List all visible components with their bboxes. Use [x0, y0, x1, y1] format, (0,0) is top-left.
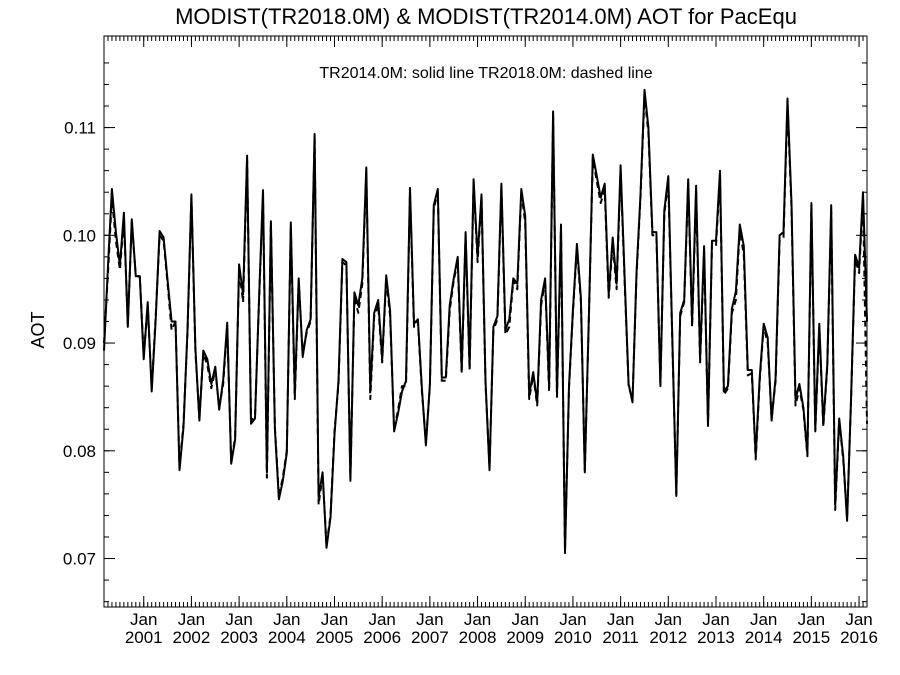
x-tick-month-label: Jan: [130, 610, 157, 629]
x-tick-month-label: Jan: [512, 610, 539, 629]
x-tick-year-label: 2003: [220, 628, 258, 647]
x-tick-month-label: Jan: [655, 610, 682, 629]
x-tick-month-label: Jan: [225, 610, 252, 629]
x-tick-month-label: Jan: [607, 610, 634, 629]
x-tick-month-label: Jan: [321, 610, 348, 629]
y-tick-label: 0.10: [63, 226, 96, 245]
x-tick-year-label: 2014: [745, 628, 783, 647]
y-tick-label: 0.11: [64, 119, 96, 138]
x-tick-month-label: Jan: [845, 610, 872, 629]
x-tick-year-label: 2012: [649, 628, 687, 647]
x-tick-year-label: 2001: [125, 628, 163, 647]
x-tick-year-label: 2004: [268, 628, 306, 647]
x-tick-month-label: Jan: [559, 610, 586, 629]
x-tick-month-label: Jan: [750, 610, 777, 629]
plot-frame: [103, 35, 868, 608]
x-tick-year-label: 2016: [840, 628, 878, 647]
x-tick-month-label: Jan: [416, 610, 443, 629]
y-tick-label: 0.08: [63, 442, 96, 461]
x-tick-year-label: 2005: [316, 628, 354, 647]
y-tick-label: 0.09: [63, 334, 96, 353]
y-axis-label: AOT: [28, 311, 48, 348]
x-tick-year-label: 2013: [697, 628, 735, 647]
series-legend-annotation: TR2014.0M: solid line TR2018.0M: dashed …: [319, 65, 652, 82]
x-tick-month-label: Jan: [273, 610, 300, 629]
x-tick-year-label: 2007: [411, 628, 449, 647]
x-tick-year-label: 2002: [173, 628, 211, 647]
x-tick-month-label: Jan: [702, 610, 729, 629]
x-tick-month-label: Jan: [464, 610, 491, 629]
x-tick-month-label: Jan: [798, 610, 825, 629]
series-line-tr2018-0m: [103, 94, 868, 551]
x-tick-year-label: 2006: [363, 628, 401, 647]
plot-area: 0.070.080.090.100.11Jan2001Jan2002Jan200…: [63, 35, 878, 647]
x-tick-year-label: 2009: [506, 628, 544, 647]
series-line-tr2014-0m: [103, 88, 868, 555]
chart-title: MODIST(TR2018.0M) & MODIST(TR2014.0M) AO…: [175, 4, 797, 29]
x-tick-year-label: 2008: [459, 628, 497, 647]
y-tick-label: 0.07: [63, 550, 96, 569]
x-tick-month-label: Jan: [178, 610, 205, 629]
x-tick-year-label: 2015: [792, 628, 830, 647]
x-tick-year-label: 2010: [554, 628, 592, 647]
x-tick-year-label: 2011: [602, 628, 639, 647]
x-tick-month-label: Jan: [368, 610, 395, 629]
